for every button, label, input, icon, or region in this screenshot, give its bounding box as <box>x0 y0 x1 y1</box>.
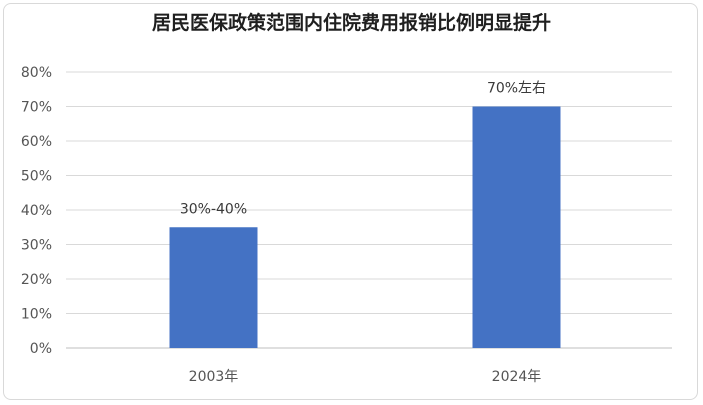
chart-title: 居民医保政策范围内住院费用报销比例明显提升 <box>151 12 551 34</box>
y-tick-label: 30% <box>21 238 52 254</box>
y-tick-label: 40% <box>21 203 52 219</box>
bar-data-label: 30%-40% <box>180 201 247 217</box>
chart-frame <box>3 3 698 400</box>
y-tick-label: 70% <box>21 100 52 116</box>
bar <box>472 106 561 348</box>
y-tick-label: 60% <box>21 134 52 150</box>
bar <box>169 227 258 348</box>
y-tick-label: 10% <box>21 307 52 323</box>
y-tick-label: 20% <box>21 272 52 288</box>
x-category-label: 2024年 <box>492 369 542 385</box>
y-tick-label: 80% <box>21 65 52 81</box>
bar-data-label: 70%左右 <box>487 81 546 97</box>
y-tick-label: 50% <box>21 169 52 185</box>
x-category-label: 2003年 <box>189 369 239 385</box>
y-tick-label: 0% <box>30 341 52 357</box>
